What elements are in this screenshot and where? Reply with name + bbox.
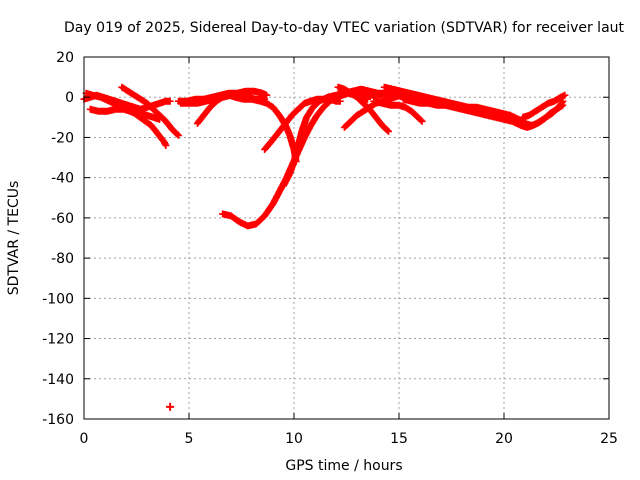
data-point xyxy=(261,201,276,220)
series-outlier xyxy=(166,402,175,411)
data-point xyxy=(418,117,426,125)
data-point xyxy=(347,112,360,125)
y-tick-label: -120 xyxy=(42,332,74,348)
series-arc-q xyxy=(519,91,569,121)
data-point xyxy=(290,143,302,166)
data-point xyxy=(408,107,421,120)
data-point xyxy=(227,212,242,225)
chart-title: Day 019 of 2025, Sidereal Day-to-day VTE… xyxy=(64,20,625,36)
y-tick-label: -140 xyxy=(42,372,74,388)
x-tick-label: 0 xyxy=(80,431,89,447)
data-point xyxy=(175,131,182,139)
data-point xyxy=(261,137,276,153)
data-point xyxy=(353,93,366,106)
y-tick-label: -80 xyxy=(51,251,74,267)
data-point xyxy=(154,129,167,144)
data-point xyxy=(340,118,354,131)
y-tick-label: -40 xyxy=(51,171,74,187)
y-axis-label: SDTVAR / TECUs xyxy=(6,181,22,296)
data-point xyxy=(307,113,320,129)
axis-ticks: 0 5 10 15 20 25 20 0 -20 -40 -60 -80 -100 -120 -140 -16… xyxy=(42,50,618,447)
data-point xyxy=(193,113,207,127)
x-tick-label: 15 xyxy=(390,431,408,447)
data-point xyxy=(269,129,282,143)
data-point xyxy=(275,121,289,135)
data-point xyxy=(143,99,156,112)
series-arc-c xyxy=(86,105,164,123)
series-arc-k xyxy=(334,83,392,135)
data-point xyxy=(206,98,219,111)
data-point xyxy=(309,98,322,111)
data-point xyxy=(294,100,307,113)
data-point xyxy=(168,125,181,138)
data-point xyxy=(282,113,295,127)
data-point xyxy=(162,117,175,132)
data-series xyxy=(80,83,569,411)
data-point xyxy=(561,91,569,99)
data-point xyxy=(288,106,301,119)
data-point xyxy=(414,113,425,124)
x-tick-label: 20 xyxy=(495,431,513,447)
y-tick-label: 20 xyxy=(56,50,74,66)
series-arc-d xyxy=(118,83,182,139)
x-tick-label: 5 xyxy=(185,431,194,447)
series-arc-p xyxy=(399,95,567,131)
data-point xyxy=(160,138,169,148)
data-point xyxy=(557,92,567,101)
y-tick-label: -100 xyxy=(42,291,74,307)
data-point xyxy=(162,141,170,149)
x-tick-label: 10 xyxy=(285,431,303,447)
data-point xyxy=(259,89,269,98)
data-point xyxy=(147,121,161,136)
y-tick-label: 0 xyxy=(65,90,74,106)
y-tick-label: -20 xyxy=(51,130,74,146)
data-point xyxy=(200,104,213,119)
x-tick-label: 25 xyxy=(600,431,618,447)
data-point xyxy=(263,91,271,99)
data-point xyxy=(149,105,163,118)
x-axis-label: GPS time / hours xyxy=(285,458,402,474)
data-point xyxy=(139,115,154,128)
data-point xyxy=(156,111,169,124)
y-tick-label: -60 xyxy=(51,211,74,227)
data-point xyxy=(336,97,344,105)
data-point xyxy=(372,113,385,128)
data-point xyxy=(252,213,268,228)
data-point xyxy=(166,97,174,105)
data-point xyxy=(548,104,561,117)
data-point xyxy=(166,402,175,411)
series-arc-n xyxy=(370,97,426,125)
plot-frame xyxy=(83,56,610,420)
y-tick-label: -160 xyxy=(42,412,74,428)
data-point xyxy=(269,103,282,118)
data-point xyxy=(385,127,392,135)
data-point xyxy=(313,104,326,119)
data-point xyxy=(378,121,391,134)
